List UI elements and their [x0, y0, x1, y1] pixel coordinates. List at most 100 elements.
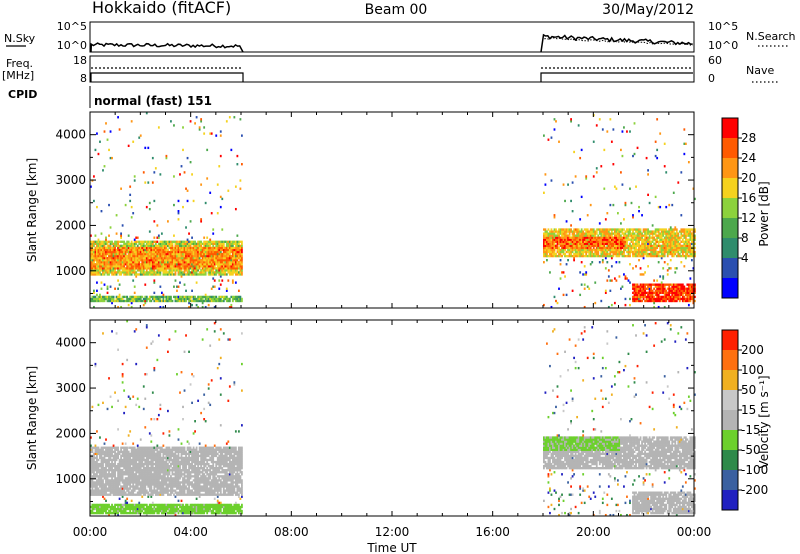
heatmap-cell	[669, 287, 672, 290]
heatmap-cell	[111, 273, 113, 276]
heatmap-cell	[136, 263, 139, 266]
heatmap-cell	[100, 491, 103, 494]
heatmap-cell	[91, 250, 94, 254]
heatmap-cell	[130, 479, 133, 482]
heatmap-cell	[561, 230, 563, 233]
heatmap-cell	[157, 297, 160, 301]
heatmap-cell	[94, 485, 97, 488]
heatmap-cell	[623, 254, 625, 258]
heatmap-cell	[162, 261, 165, 264]
heatmap-cell	[610, 232, 613, 235]
heatmap-cell	[129, 242, 132, 246]
heatmap-cell	[665, 242, 668, 246]
heatmap-cell	[118, 477, 121, 480]
heatmap-cell	[96, 265, 98, 268]
heatmap-cell	[114, 503, 116, 507]
heatmap-cell	[188, 299, 190, 303]
heatmap-cell	[583, 242, 586, 246]
heatmap-cell	[206, 267, 209, 270]
heatmap-cell	[99, 477, 101, 480]
heatmap-cell	[610, 240, 613, 243]
heatmap-cell	[621, 154, 624, 158]
heatmap-cell	[681, 287, 684, 290]
heatmap-cell	[618, 232, 621, 235]
heatmap-cell	[120, 232, 123, 235]
heatmap-cell	[105, 240, 107, 243]
heatmap-cell	[133, 240, 136, 243]
heatmap-cell	[200, 220, 203, 223]
heatmap-cell	[108, 487, 110, 490]
heatmap-cell	[636, 252, 639, 256]
heatmap-cell	[236, 297, 239, 301]
heatmap-cell	[197, 242, 200, 246]
heatmap-cell	[690, 248, 693, 252]
heatmap-cell	[179, 252, 181, 256]
heatmap-cell	[559, 240, 562, 243]
heatmap-cell	[216, 244, 219, 248]
heatmap-cell	[656, 289, 659, 292]
heatmap-cell	[118, 464, 121, 468]
heatmap-cell	[558, 254, 560, 258]
heatmap-cell	[650, 289, 653, 292]
heatmap-cell	[108, 377, 110, 380]
heatmap-cell	[145, 246, 148, 250]
heatmap-cell	[589, 234, 592, 237]
heatmap-cell	[162, 297, 165, 301]
heatmap-cell	[591, 234, 594, 237]
heatmap-cell	[650, 236, 653, 239]
heatmap-cell	[108, 269, 110, 272]
heatmap-cell	[112, 462, 115, 466]
heatmap-cell	[233, 254, 236, 258]
heatmap-cell	[666, 295, 669, 299]
heatmap-cell	[133, 489, 136, 492]
heatmap-cell	[173, 203, 175, 207]
heatmap-cell	[141, 269, 144, 272]
heatmap-cell	[123, 299, 126, 303]
heatmap-cell	[105, 481, 107, 484]
heatmap-cell	[142, 297, 145, 301]
heatmap-cell	[632, 214, 634, 217]
heatmap-cell	[124, 493, 127, 496]
heatmap-cell	[216, 252, 219, 256]
heatmap-cell	[218, 259, 221, 262]
heatmap-cell	[129, 252, 132, 256]
heatmap-cell	[571, 248, 574, 252]
heatmap-cell	[579, 248, 582, 252]
heatmap-cell	[177, 250, 180, 254]
heatmap-cell	[674, 287, 677, 290]
heatmap-cell	[222, 269, 225, 272]
heatmap-cell	[638, 240, 640, 243]
heatmap-cell	[624, 232, 627, 235]
heatmap-cell	[100, 454, 103, 458]
heatmap-cell	[117, 267, 119, 270]
heatmap-cell	[126, 493, 129, 496]
heatmap-cell	[674, 250, 677, 254]
heatmap-cell	[96, 487, 98, 490]
heatmap-cell	[182, 297, 184, 301]
heatmap-cell	[132, 267, 135, 270]
heatmap-cell	[656, 297, 659, 301]
heatmap-cell	[686, 240, 689, 243]
heatmap-cell	[567, 248, 569, 252]
heatmap-cell	[121, 246, 124, 250]
heatmap-cell	[118, 240, 121, 243]
heatmap-cell	[123, 489, 126, 492]
heatmap-cell	[221, 254, 224, 258]
heatmap-cell	[105, 242, 107, 246]
heatmap-cell	[568, 254, 571, 258]
heatmap-cell	[93, 467, 95, 470]
heatmap-cell	[132, 469, 135, 472]
heatmap-cell	[123, 493, 126, 496]
heatmap-cell	[665, 228, 668, 231]
heatmap-cell	[97, 479, 100, 482]
heatmap-cell	[97, 242, 100, 246]
heatmap-cell	[629, 242, 631, 246]
heatmap-cell	[136, 505, 139, 509]
heatmap-cell	[182, 148, 184, 152]
heatmap-cell	[564, 228, 566, 231]
heatmap-cell	[123, 267, 126, 270]
heatmap-cell	[109, 475, 112, 478]
heatmap-cell	[109, 156, 112, 160]
heatmap-cell	[585, 177, 588, 180]
heatmap-cell	[93, 244, 95, 248]
